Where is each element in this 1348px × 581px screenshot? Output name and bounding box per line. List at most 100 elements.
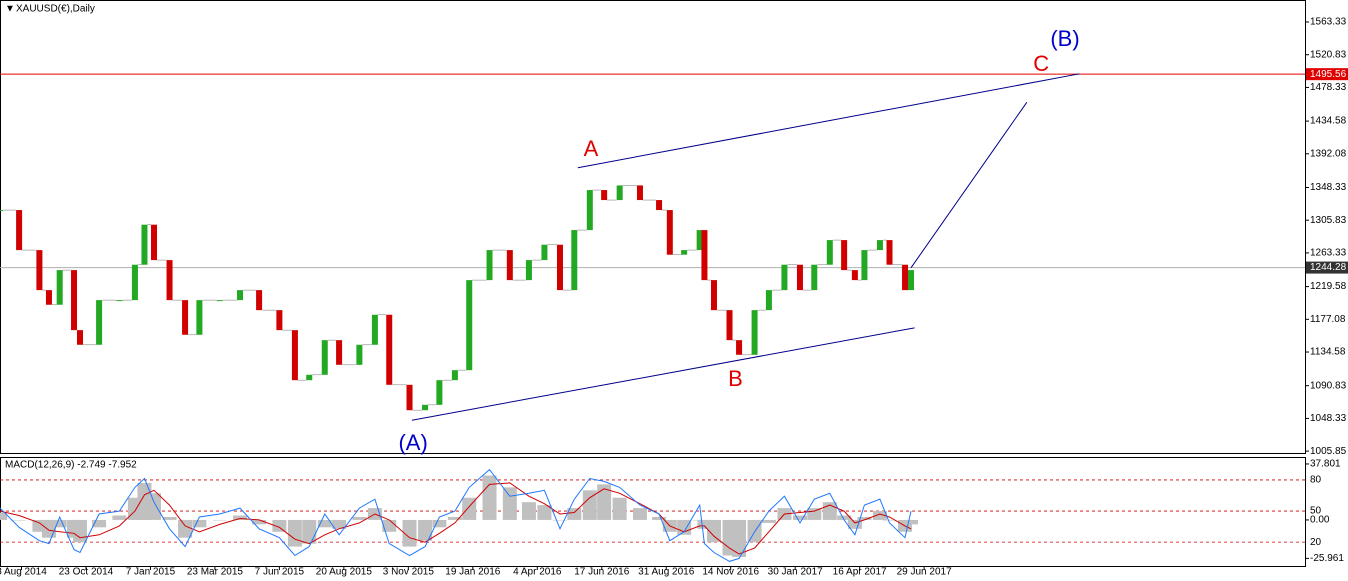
x-tick-label: 3 Nov 2015 bbox=[383, 567, 435, 578]
candle bbox=[751, 310, 758, 355]
histogram-bar bbox=[41, 519, 56, 538]
histogram-bar bbox=[521, 502, 536, 520]
histogram-bar bbox=[567, 508, 582, 520]
histogram-bar bbox=[92, 519, 107, 528]
wave-label: (A) bbox=[398, 430, 427, 455]
histogram-bar bbox=[837, 515, 852, 520]
trend-line bbox=[577, 73, 1080, 169]
histogram-bar bbox=[697, 519, 712, 529]
x-tick-label: 7 Jun 2015 bbox=[255, 567, 305, 578]
x-tick-label: 20 Aug 2015 bbox=[316, 567, 373, 578]
candle bbox=[841, 240, 848, 271]
y-tick-label: 1348.33 bbox=[1310, 182, 1347, 193]
candle bbox=[291, 330, 298, 381]
histogram-bar bbox=[502, 487, 517, 520]
chart-title: XAUUSD(€),Daily bbox=[16, 4, 95, 15]
price-label: 1244.28 bbox=[1310, 262, 1347, 273]
candle bbox=[336, 340, 343, 365]
candle bbox=[321, 340, 328, 375]
histogram-bar bbox=[332, 519, 347, 529]
histogram-bar bbox=[447, 516, 462, 520]
histogram-bar bbox=[402, 519, 417, 547]
x-tick-label: 23 Mar 2015 bbox=[187, 567, 244, 578]
y-tick-label: 1005.85 bbox=[1310, 446, 1347, 457]
candle bbox=[371, 314, 378, 345]
candle bbox=[586, 190, 593, 231]
x-tick-label: 30 Jan 2017 bbox=[768, 567, 823, 578]
candle bbox=[541, 244, 548, 261]
candle bbox=[861, 250, 868, 281]
candle bbox=[876, 240, 883, 251]
x-tick-label: 14 Nov 2016 bbox=[702, 567, 759, 578]
candle bbox=[781, 264, 788, 291]
candle bbox=[902, 264, 909, 291]
candle bbox=[151, 224, 158, 261]
y-tick-label: 1520.83 bbox=[1310, 49, 1347, 60]
x-tick-label: 19 Jan 2016 bbox=[445, 567, 500, 578]
histogram-bar bbox=[232, 515, 247, 520]
histogram-bar bbox=[677, 519, 692, 535]
macd-panel bbox=[0, 457, 1306, 567]
level-label: 50 bbox=[1310, 506, 1322, 517]
histogram-bar bbox=[112, 515, 127, 520]
x-tick-label: 23 Oct 2014 bbox=[59, 567, 114, 578]
candle bbox=[356, 344, 363, 365]
candle bbox=[56, 270, 63, 305]
candle bbox=[726, 310, 733, 341]
y-tick-label: 1048.33 bbox=[1310, 413, 1347, 424]
x-tick-label: 16 Apr 2017 bbox=[833, 567, 887, 578]
candle bbox=[601, 190, 608, 201]
candle bbox=[616, 185, 623, 201]
histogram-bar bbox=[761, 519, 776, 523]
candle bbox=[306, 374, 313, 381]
histogram-bar bbox=[597, 484, 612, 520]
histogram-bar bbox=[872, 511, 887, 520]
histogram-bar bbox=[807, 508, 822, 520]
candle bbox=[486, 250, 493, 281]
price-label: 1495.56 bbox=[1310, 69, 1347, 80]
price-label-bg bbox=[1306, 68, 1348, 81]
candle bbox=[636, 185, 643, 201]
histogram-bar bbox=[317, 519, 332, 528]
candle bbox=[851, 270, 858, 281]
candle bbox=[386, 314, 393, 385]
macd-line bbox=[0, 468, 912, 562]
candle bbox=[276, 310, 283, 331]
wave-label: (B) bbox=[1050, 26, 1079, 51]
candle bbox=[182, 300, 189, 335]
y-tick-label: 37.801 bbox=[1310, 459, 1341, 470]
level-label: 80 bbox=[1310, 475, 1322, 486]
signal-line bbox=[0, 482, 912, 555]
histogram-bar bbox=[537, 505, 552, 520]
candle bbox=[96, 300, 103, 345]
x-tick-label: 4 Apr 2016 bbox=[513, 567, 562, 578]
histogram-bar bbox=[612, 497, 627, 520]
level-label: 20 bbox=[1310, 537, 1322, 548]
candle bbox=[466, 280, 473, 371]
histogram-bar bbox=[178, 519, 193, 538]
candle bbox=[765, 290, 772, 311]
candle bbox=[907, 270, 914, 291]
price-label-bg bbox=[1306, 261, 1348, 274]
y-tick-label: 1478.33 bbox=[1310, 82, 1347, 93]
wave-label: B bbox=[728, 366, 743, 391]
candle bbox=[196, 300, 203, 335]
histogram-bar bbox=[847, 519, 862, 529]
candle bbox=[16, 210, 23, 251]
candle bbox=[886, 240, 893, 265]
y-tick-label: 0.00 bbox=[1310, 515, 1330, 526]
candle bbox=[71, 270, 78, 331]
x-tick-label: 17 Jun 2016 bbox=[574, 567, 629, 578]
candle bbox=[506, 250, 513, 281]
candle bbox=[796, 264, 803, 291]
macd-title: MACD(12,26,9) -2.749 -7.952 bbox=[5, 460, 137, 471]
histogram-bar bbox=[12, 519, 27, 521]
histogram-bar bbox=[652, 516, 667, 520]
candle bbox=[451, 370, 458, 381]
candle bbox=[571, 230, 578, 291]
candle bbox=[45, 290, 52, 305]
histogram-bar bbox=[32, 519, 47, 532]
candle bbox=[436, 380, 443, 405]
y-tick-label: 1090.83 bbox=[1310, 380, 1347, 391]
